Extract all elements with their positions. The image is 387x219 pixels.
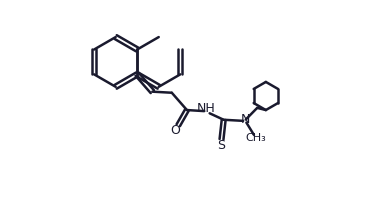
Text: CH₃: CH₃	[245, 133, 266, 143]
Text: NH: NH	[197, 102, 216, 115]
Text: O: O	[170, 124, 180, 137]
Text: S: S	[217, 139, 226, 152]
Text: N: N	[241, 113, 250, 126]
